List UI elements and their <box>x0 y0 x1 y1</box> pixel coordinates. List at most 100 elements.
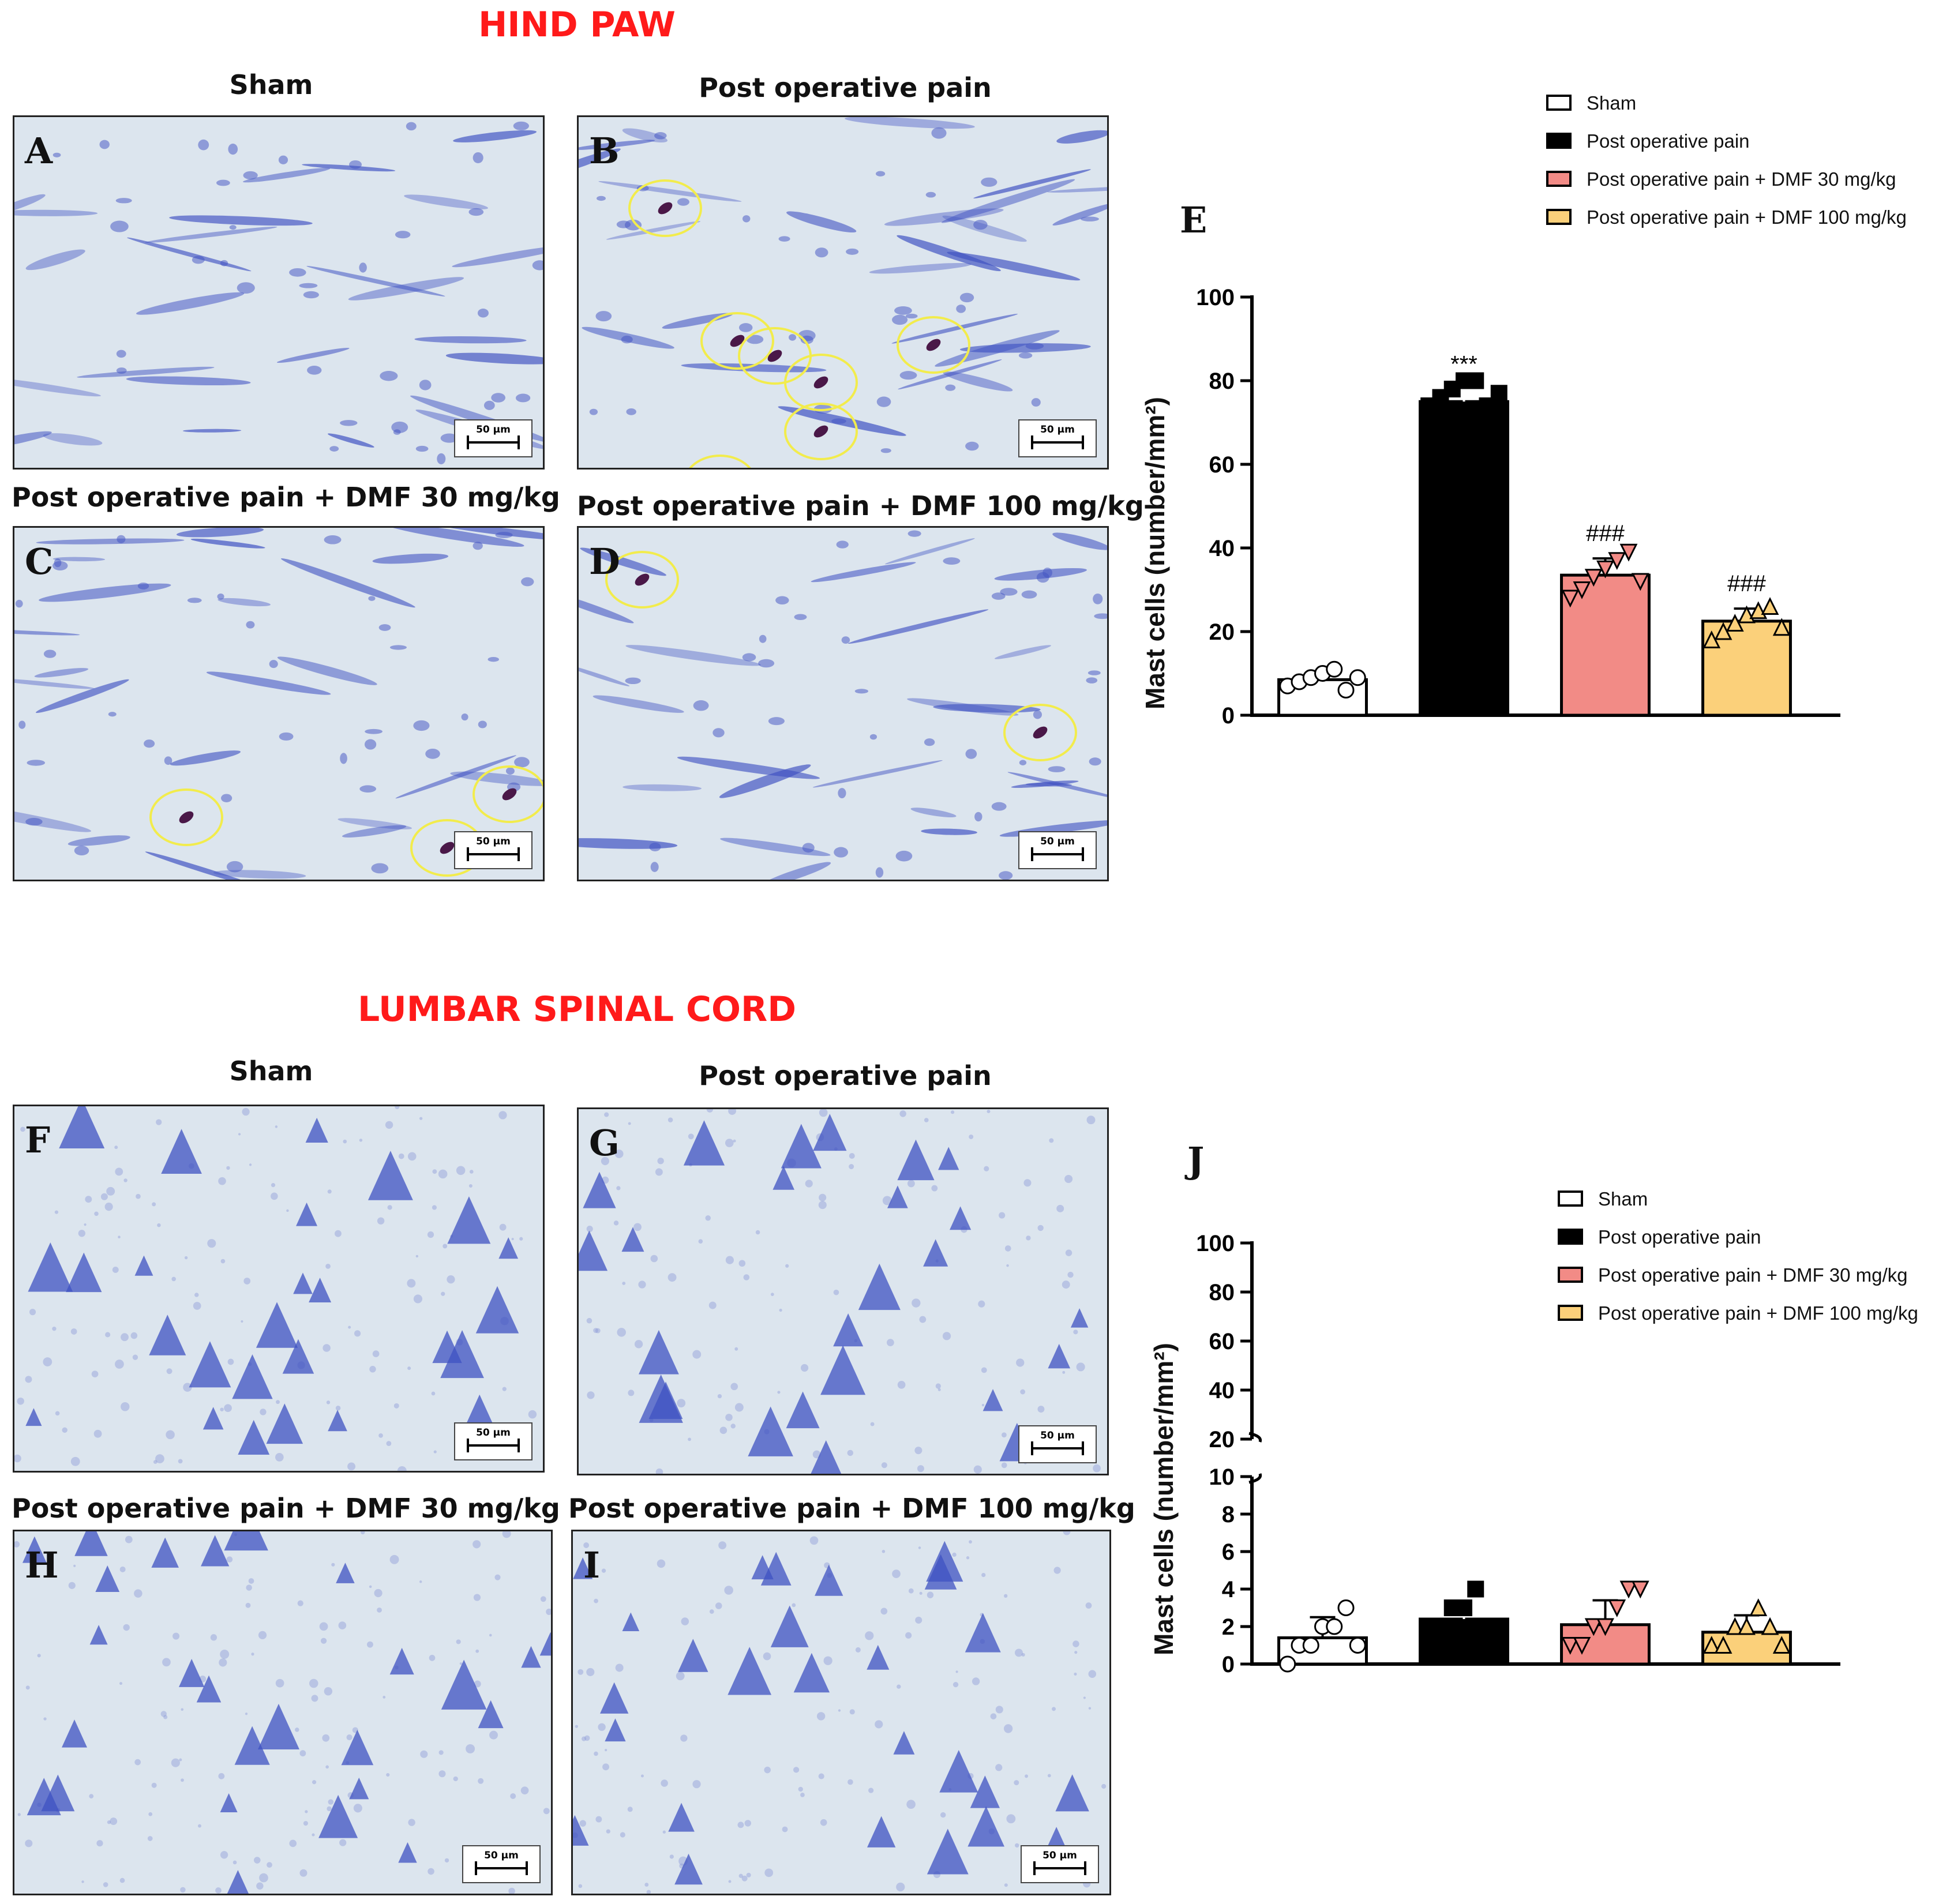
tissue-nucleus <box>991 802 1007 811</box>
tissue-fiber <box>921 828 977 835</box>
tissue-speck <box>581 1736 587 1741</box>
tissue-nucleus <box>279 732 294 741</box>
tissue-speck <box>730 1424 736 1429</box>
mast-cell-circle <box>784 354 858 411</box>
tissue-speck <box>793 1767 800 1773</box>
tissue-fiber <box>52 557 106 562</box>
tissue-nucleus <box>758 659 775 668</box>
tissue-speck <box>638 1280 646 1289</box>
tissue-fiber <box>891 314 1018 344</box>
tissue-nucleus <box>371 863 389 874</box>
neuron <box>66 1252 102 1293</box>
tissue-speck <box>692 1780 701 1789</box>
tissue-speck <box>93 1429 102 1438</box>
tissue-nucleus <box>626 408 636 415</box>
mast-cell <box>926 339 941 351</box>
tissue-speck <box>119 1877 125 1883</box>
tissue-nucleus <box>18 720 26 729</box>
tissue-speck <box>1072 1640 1079 1647</box>
tissue-speck <box>14 1454 21 1463</box>
tissue-nucleus <box>515 393 531 403</box>
tissue-speck <box>366 1641 373 1648</box>
panel-title-h: Post operative pain + DMF 30 mg/kg <box>12 1493 560 1524</box>
micrograph-i: I 50 µm <box>571 1530 1111 1895</box>
tissue-speck <box>311 1695 318 1702</box>
tissue-speck <box>655 1468 663 1474</box>
tissue-speck <box>927 1591 934 1598</box>
y-tick-label: 80 <box>1209 369 1235 394</box>
tissue-nucleus <box>899 371 917 380</box>
tissue-nucleus <box>472 542 483 550</box>
tissue-speck <box>312 1833 315 1837</box>
tissue-fiber <box>277 656 377 685</box>
tissue-speck <box>602 1763 609 1771</box>
neuron <box>621 1227 644 1252</box>
tissue-fiber <box>579 838 678 849</box>
tissue-speck <box>1088 1707 1092 1710</box>
tissue-speck <box>382 1696 386 1699</box>
tissue-speck <box>377 1217 385 1225</box>
tissue-speck <box>543 1808 550 1815</box>
tissue-fiber <box>580 547 666 576</box>
tissue-nucleus <box>187 598 202 603</box>
tissue-speck <box>413 1294 423 1304</box>
tissue-speck <box>1067 1271 1074 1278</box>
tissue-speck <box>650 1255 658 1263</box>
tissue-speck <box>746 1872 751 1877</box>
legend-swatch-sham <box>1546 95 1572 111</box>
neuron <box>189 1341 231 1388</box>
tissue-speck <box>453 1776 458 1782</box>
tissue-speck <box>397 1466 407 1471</box>
data-point <box>1619 543 1638 562</box>
tissue-nucleus <box>461 713 468 721</box>
tissue-speck <box>338 1621 347 1629</box>
tissue-speck <box>595 1816 602 1823</box>
tissue-fiber <box>14 629 80 636</box>
tissue-speck <box>253 1857 261 1864</box>
tissue-nucleus <box>802 843 815 853</box>
tissue-speck <box>540 1596 546 1602</box>
tissue-speck <box>327 1806 332 1812</box>
data-point <box>1596 560 1614 579</box>
tissue-speck <box>242 1107 250 1116</box>
tissue-speck <box>419 1580 422 1583</box>
data-point <box>1573 581 1591 599</box>
tissue-fiber <box>1047 186 1107 193</box>
data-point <box>1490 1618 1507 1635</box>
neuron <box>224 1531 268 1551</box>
y-tick-label: 80 <box>1209 1280 1235 1305</box>
tissue-nucleus <box>974 812 982 822</box>
tissue-speck <box>494 1574 501 1580</box>
tissue-nucleus <box>340 753 347 764</box>
tissue-fiber <box>973 169 1091 198</box>
neuron <box>815 1564 843 1596</box>
tissue-speck <box>438 1770 446 1778</box>
tissue-speck <box>855 1647 861 1653</box>
tissue-speck <box>1001 1462 1007 1469</box>
tissue-speck <box>782 1826 788 1832</box>
legend-e: Sham Post operative pain Post operative … <box>1546 92 1927 242</box>
tissue-fiber <box>176 528 264 538</box>
tissue-speck <box>616 1186 621 1191</box>
data-point <box>1467 372 1484 389</box>
tissue-nucleus <box>192 256 205 264</box>
tissue-speck <box>275 1453 284 1462</box>
neuron <box>887 1185 908 1208</box>
tissue-speck <box>456 1639 461 1644</box>
tissue-speck <box>880 1608 888 1615</box>
tissue-speck <box>91 1370 99 1378</box>
tissue-fiber <box>579 591 634 624</box>
tissue-nucleus <box>117 535 126 543</box>
tissue-nucleus <box>1021 590 1037 599</box>
tissue-nucleus <box>1048 766 1066 772</box>
tissue-speck <box>1004 1245 1011 1252</box>
tissue-nucleus <box>836 540 849 549</box>
tissue-nucleus <box>228 143 238 155</box>
tissue-speck <box>260 1409 267 1415</box>
neuron <box>605 1718 626 1742</box>
tissue-speck <box>361 1531 365 1535</box>
tissue-speck <box>1053 1567 1061 1574</box>
tissue-speck <box>709 1609 714 1614</box>
tissue-nucleus <box>25 818 43 826</box>
neuron <box>341 1730 374 1766</box>
